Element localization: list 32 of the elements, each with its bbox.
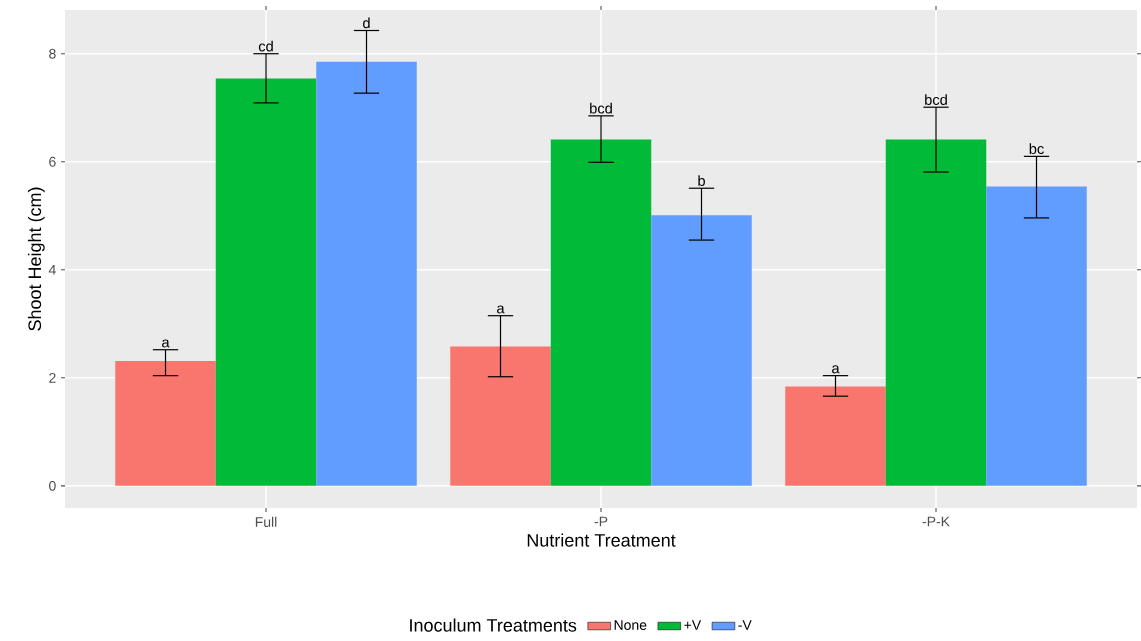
bar <box>785 386 886 486</box>
data-label: a <box>162 339 170 348</box>
y-tick-label: 6 <box>49 156 56 167</box>
data-label: a <box>832 365 840 374</box>
data-label: bcd <box>925 94 947 105</box>
bar <box>450 346 551 486</box>
legend-label: +V <box>684 620 702 630</box>
legend-label: None <box>614 620 647 630</box>
data-label: bcd <box>590 102 612 114</box>
bar <box>115 361 216 486</box>
y-axis-title: Shoot Height (cm) <box>27 187 45 331</box>
data-label: b <box>698 175 705 186</box>
y-tick-label: 8 <box>49 48 56 59</box>
data-label: bc <box>1029 143 1044 155</box>
x-tick-label: Full <box>255 516 277 527</box>
y-tick-label: 4 <box>48 264 56 275</box>
bar <box>550 139 652 486</box>
x-tick-label: -P <box>594 516 608 527</box>
x-tick-label: -P-K <box>922 516 950 527</box>
y-tick-label: 2 <box>49 372 56 383</box>
y-tick-label: 0 <box>49 480 56 491</box>
legend-title: Inoculum Treatments <box>410 618 577 632</box>
bar <box>885 139 987 486</box>
data-label: d <box>363 17 370 29</box>
data-label: a <box>497 305 505 314</box>
data-label: cd <box>258 40 273 52</box>
x-axis-title: Nutrient Treatment <box>527 533 676 547</box>
legend-label: -V <box>738 620 752 630</box>
bar <box>316 61 417 486</box>
bar <box>215 78 317 486</box>
bar <box>651 215 752 486</box>
bar <box>986 186 1087 486</box>
